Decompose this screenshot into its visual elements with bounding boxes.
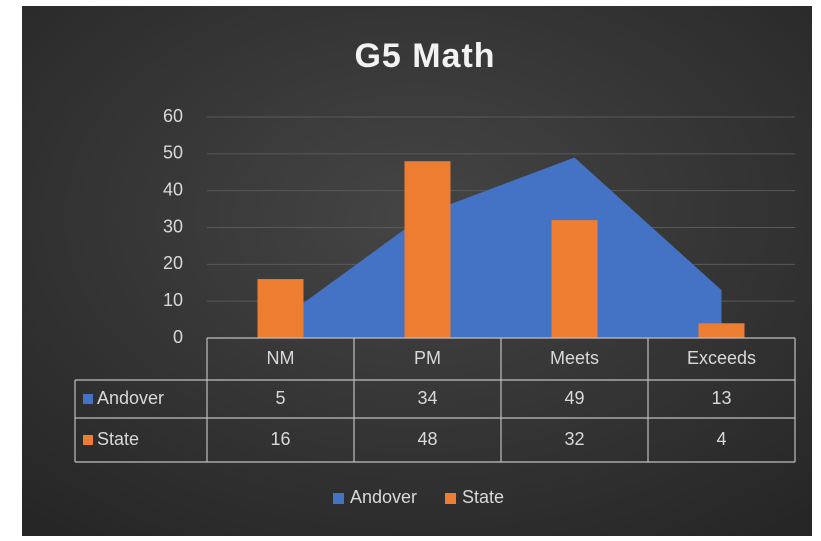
table-header: NM	[267, 348, 295, 368]
table-row-label: State	[97, 429, 139, 449]
table-value: 34	[417, 388, 437, 408]
table-value: 48	[417, 429, 437, 449]
bar	[698, 323, 745, 338]
y-tick-label: 50	[163, 143, 183, 163]
table-value: 5	[275, 388, 285, 408]
y-tick-label: 20	[163, 253, 183, 273]
table-header: Meets	[550, 348, 599, 368]
table-legend-key	[83, 394, 93, 404]
bar	[404, 161, 451, 338]
table-value: 32	[564, 429, 584, 449]
legend-label: State	[462, 487, 504, 507]
y-tick-label: 0	[173, 327, 183, 347]
legend-label: Andover	[350, 487, 417, 507]
table-header: Exceeds	[687, 348, 756, 368]
table-legend-key	[83, 435, 93, 445]
table-header: PM	[414, 348, 441, 368]
legend-key	[445, 493, 456, 504]
chart-title: G5 Math	[354, 37, 495, 75]
y-tick-label: 40	[163, 179, 183, 199]
legend-key	[333, 493, 344, 504]
bar	[257, 279, 304, 338]
table-value: 16	[270, 429, 290, 449]
area	[280, 157, 722, 338]
bar	[551, 220, 598, 338]
table-value: 4	[716, 429, 726, 449]
table-value: 49	[564, 388, 584, 408]
table-row-label: Andover	[97, 388, 164, 408]
table-value: 13	[711, 388, 731, 408]
y-tick-label: 30	[163, 216, 183, 236]
y-tick-label: 60	[163, 106, 183, 126]
y-tick-label: 10	[163, 290, 183, 310]
